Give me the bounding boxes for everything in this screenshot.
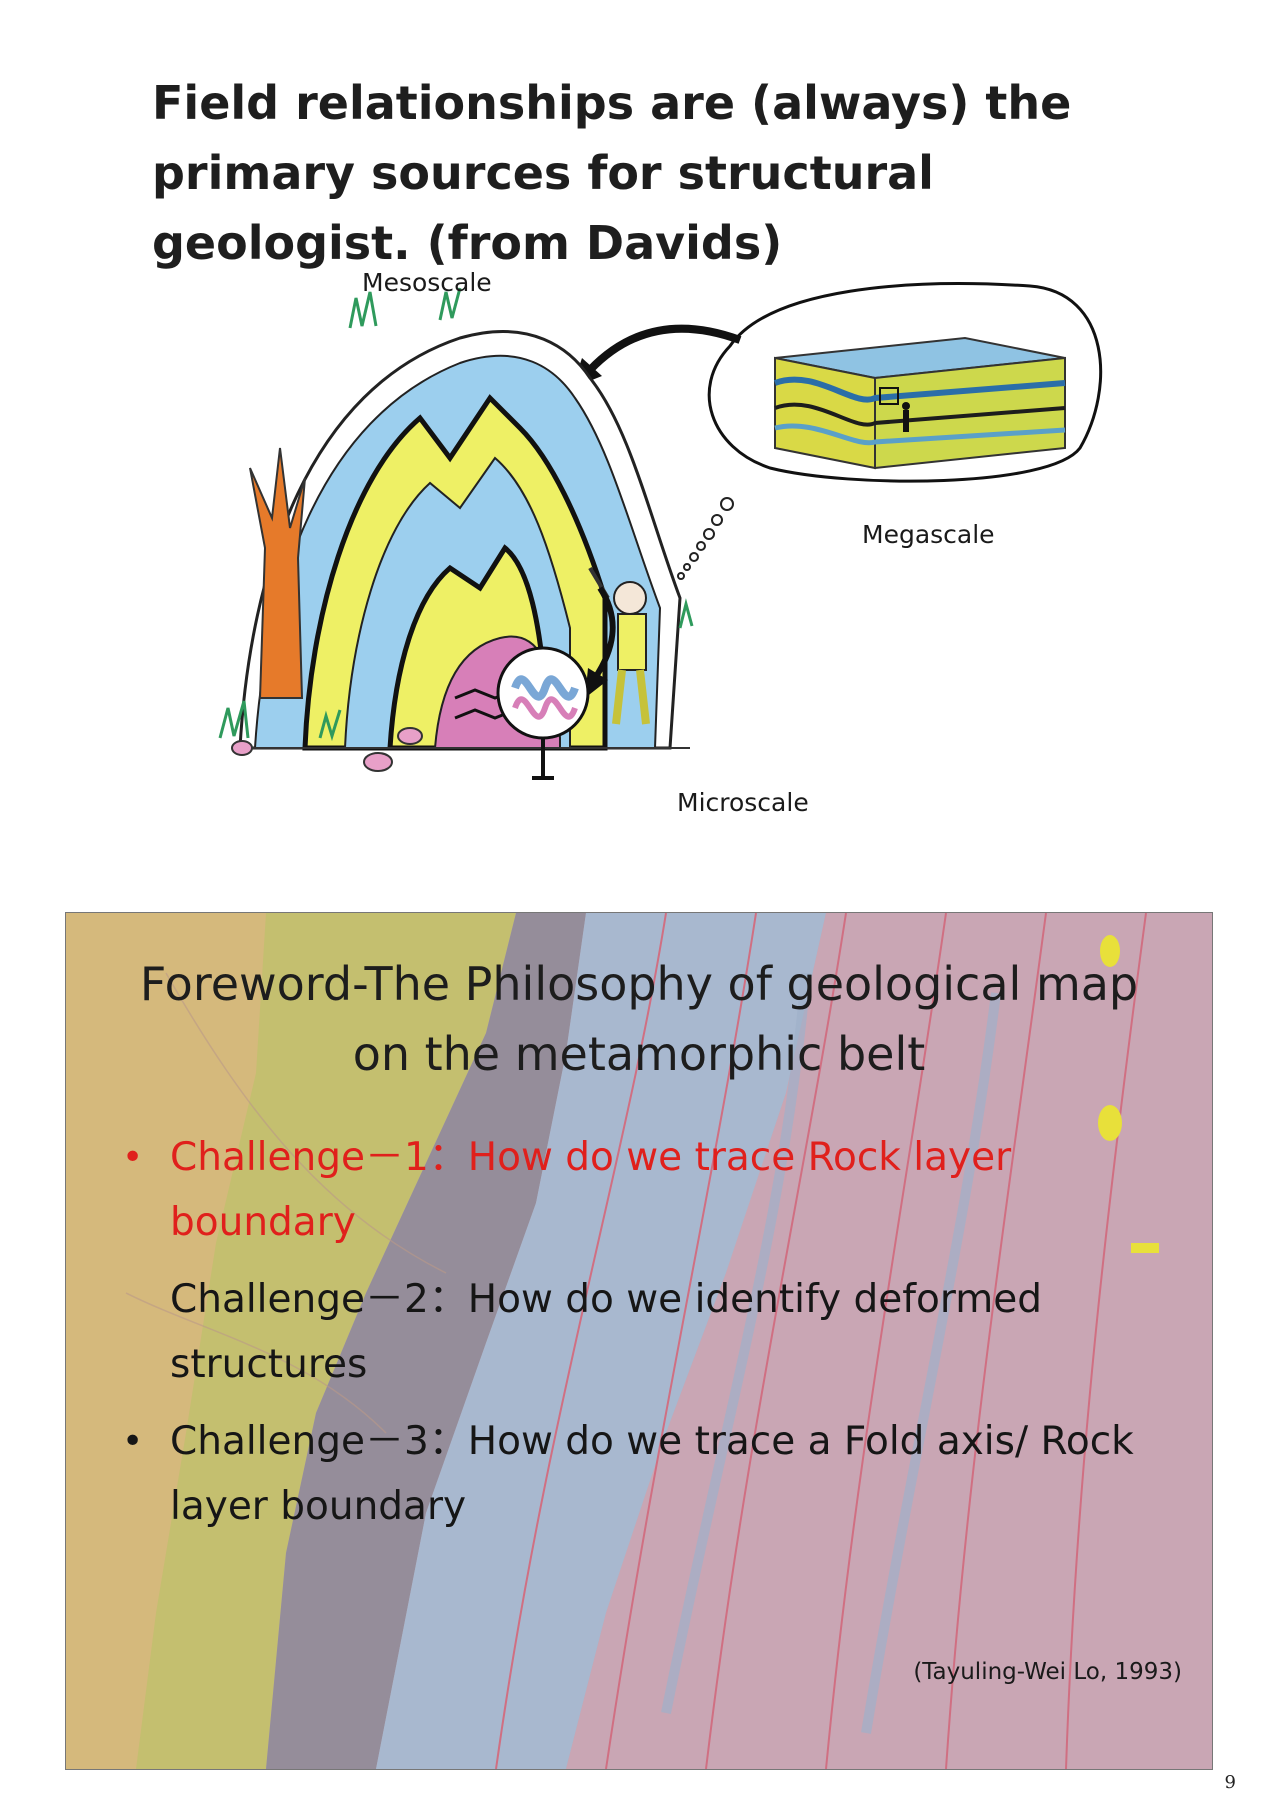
bullet-marker: • <box>122 1137 144 1178</box>
megascale-label: Megascale <box>862 520 995 549</box>
list-item: • Challenge－1：How do we trace Rock layer… <box>122 1125 1152 1255</box>
list-item: Challenge－2：How do we identify deformed … <box>122 1267 1152 1397</box>
microscale-arrow <box>592 586 616 680</box>
map-credit: (Tayuling-Wei Lo, 1993) <box>913 1659 1182 1685</box>
challenge-list: • Challenge－1：How do we trace Rock layer… <box>122 1125 1152 1551</box>
magnifier-icon <box>496 646 590 780</box>
challenge-2-text: Challenge－2：How do we identify deformed … <box>170 1277 1042 1387</box>
megascale-arrow <box>587 324 742 373</box>
page-number: 9 <box>1224 1772 1236 1793</box>
geologist-figure <box>588 566 650 725</box>
microscale-label: Microscale <box>677 788 809 817</box>
list-item: • Challenge－3：How do we trace a Fold axi… <box>122 1409 1152 1539</box>
bullet-marker: • <box>122 1421 144 1462</box>
challenge-1-text: Challenge－1：How do we trace Rock layer b… <box>170 1135 1012 1245</box>
grass <box>218 287 694 742</box>
outcrop-drawing <box>218 282 1103 780</box>
challenge-3-text: Challenge－3：How do we trace a Fold axis/… <box>170 1419 1134 1529</box>
geology-scales-illustration: Mesoscale Megascale Microscale <box>210 268 1120 908</box>
rocks <box>231 727 423 772</box>
geological-map-background <box>66 913 1212 1769</box>
block-diagram <box>773 336 1066 470</box>
mesoscale-label: Mesoscale <box>362 268 492 297</box>
slide-title: Foreword-The Philosophy of geological ma… <box>139 957 1139 1081</box>
thought-bubble-trail <box>677 497 734 580</box>
geological-map-slide: Foreword-The Philosophy of geological ma… <box>65 912 1213 1770</box>
page-heading: Field relationships are (always) the pri… <box>152 76 1072 270</box>
tree-icon <box>249 447 306 699</box>
